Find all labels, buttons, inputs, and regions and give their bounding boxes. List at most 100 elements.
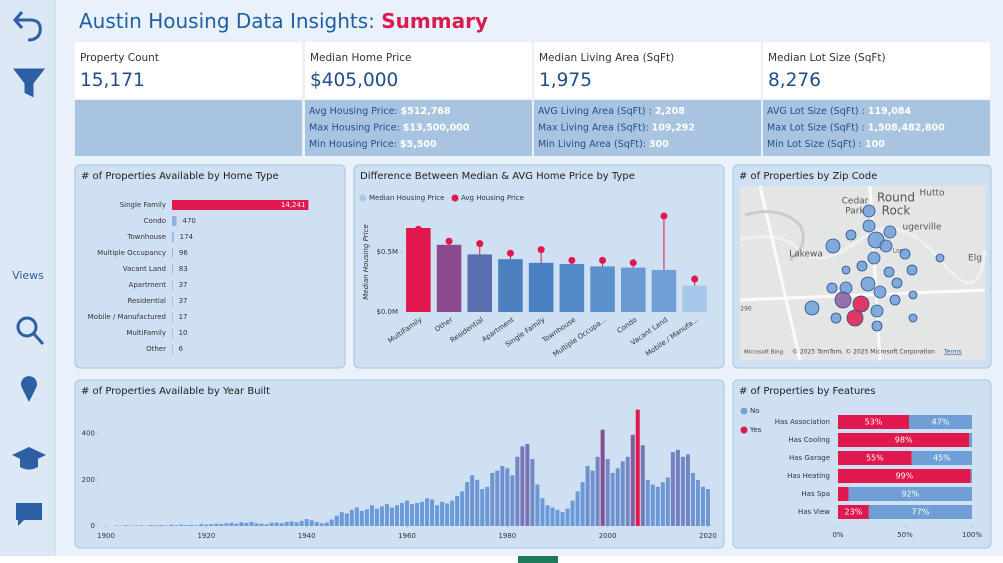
x-tick-label: 100%: [962, 531, 982, 539]
bar: [635, 409, 640, 526]
map-label: ugerville: [902, 223, 941, 233]
bar: [344, 513, 349, 526]
bar: [498, 259, 523, 312]
bar: [425, 498, 430, 526]
y-tick-label: Has View: [798, 508, 830, 516]
panel: [74, 379, 725, 549]
bar: [475, 479, 480, 526]
bar: [184, 525, 189, 526]
views-label[interactable]: Views: [12, 269, 44, 282]
data-label: 92%: [901, 490, 919, 499]
bar: [505, 468, 510, 526]
y-tick-label: Multiple Occupancy: [97, 249, 166, 257]
x-tick-label: 1920: [197, 532, 215, 540]
bar: [430, 499, 435, 526]
bar: [172, 248, 173, 258]
map-bubble: [834, 291, 852, 309]
bar: [289, 521, 294, 526]
legend-marker: [359, 194, 367, 202]
bar-segment: [868, 505, 972, 519]
kpi-value: 8,276: [768, 70, 821, 91]
data-label: 53%: [865, 418, 883, 427]
bar: [500, 466, 505, 526]
back-icon[interactable]: [13, 11, 42, 42]
search-icon[interactable]: [16, 316, 38, 338]
map-bubble: [846, 309, 864, 327]
bar: [199, 524, 204, 526]
bar: [570, 500, 575, 526]
bar: [705, 489, 710, 526]
bar: [559, 264, 585, 312]
bar-segment: [838, 433, 970, 447]
bar: [172, 264, 173, 274]
kpi-detail-value: 300: [649, 139, 669, 150]
active-tab[interactable]: [518, 556, 558, 563]
chat-icon[interactable]: [16, 503, 42, 526]
kpi-detail-value: $512,768: [401, 106, 451, 117]
data-label: 77%: [912, 508, 930, 517]
tab-strip: [0, 556, 1003, 563]
kpi-value: 15,171: [80, 70, 145, 91]
bar: [440, 501, 445, 526]
y-tick-label: Residential: [127, 297, 166, 305]
bar: [585, 466, 590, 526]
bar: [384, 504, 389, 526]
kpi-detail-label: Max Lot Size (SqFt) :: [767, 122, 865, 133]
panel-title: # of Properties by Features: [739, 386, 876, 397]
map-bubble: [852, 295, 870, 313]
bar: [172, 344, 173, 354]
bar: [540, 498, 545, 526]
bar: [224, 523, 229, 526]
bar: [359, 511, 364, 526]
kpi-label: Median Home Price: [310, 52, 412, 64]
map-bubble: [891, 277, 903, 289]
y-tick-label: Condo: [144, 217, 166, 225]
x-tick-label: 1940: [298, 532, 316, 540]
pin-icon[interactable]: [21, 376, 37, 402]
y-tick-label: Vacant Land: [123, 265, 166, 273]
title-text: Austin Housing Data Insights:: [79, 9, 375, 33]
bar: [299, 520, 304, 526]
bar: [490, 472, 495, 526]
bar: [600, 429, 605, 526]
filter-icon[interactable]: [12, 68, 46, 98]
kpi-value: 1,975: [539, 70, 592, 91]
bar: [680, 456, 685, 526]
bar: [139, 525, 144, 526]
bar: [555, 509, 560, 526]
bar-segment: [911, 451, 972, 465]
bar: [172, 232, 174, 242]
dot: [660, 212, 668, 220]
bar-segment: [969, 433, 972, 447]
bar: [455, 496, 460, 526]
map-bubble: [845, 229, 857, 241]
bar: [172, 328, 173, 338]
kpi-label: Median Lot Size (SqFt): [768, 52, 886, 64]
map-terms[interactable]: Terms: [943, 349, 962, 356]
bar: [174, 525, 179, 526]
bar: [528, 262, 554, 312]
bar-segment: [838, 505, 869, 519]
kpi-card: [305, 42, 532, 99]
kpi-detail-value: 119,084: [868, 106, 912, 117]
panel: [74, 164, 346, 369]
data-label: 99%: [895, 472, 913, 481]
kpi-detail-label: Min Lot Size (SqFt) :: [767, 139, 862, 150]
kpi-label: Property Count: [80, 52, 159, 64]
data-label: 23%: [845, 508, 863, 517]
bar: [309, 520, 314, 526]
bar: [209, 524, 214, 526]
map-bubble: [830, 312, 842, 324]
dot: [414, 225, 422, 233]
bar: [435, 505, 440, 526]
map-bubble: [899, 248, 911, 260]
bar: [364, 509, 369, 526]
map-bubble: [889, 294, 901, 306]
bar: [399, 502, 404, 526]
kpi-detail-value: 2,208: [655, 106, 685, 117]
bar: [406, 228, 431, 312]
bar: [470, 475, 475, 526]
bar-segment: [909, 415, 972, 429]
data-label: 10: [179, 329, 188, 337]
sidebar-icons: [12, 11, 46, 526]
